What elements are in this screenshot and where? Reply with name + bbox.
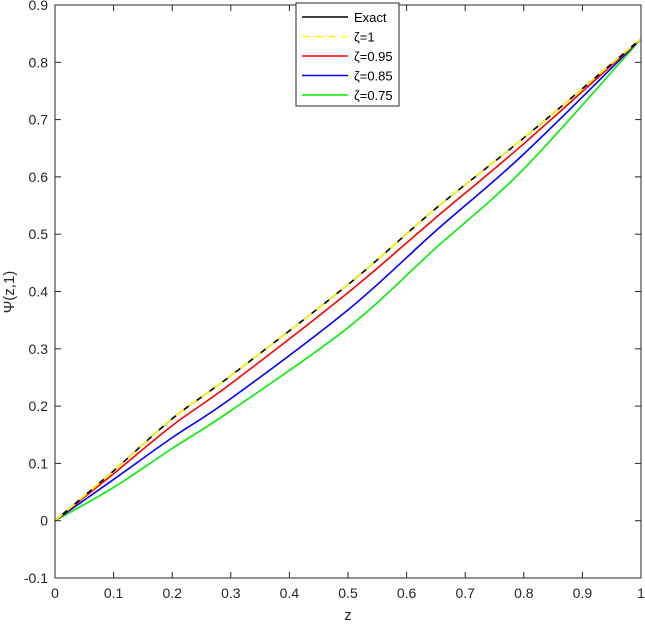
y-axis-label: Ψ(z,1) (1, 271, 18, 314)
y-tick-label: 0.5 (29, 226, 49, 242)
x-tick-label: 0.3 (221, 585, 241, 601)
series-line-3 (54, 38, 642, 522)
x-tick-label: 0.4 (280, 585, 300, 601)
x-tick-label: 0.8 (514, 585, 534, 601)
y-tick-label: 0.7 (29, 112, 49, 128)
axes: 0 0.1 0.2 0.3 0.4 0.5 0.6 0.7 0.8 0.9 1-0.100.10.2… (24, 0, 645, 601)
y-tick-label: 0.3 (29, 341, 49, 357)
x-tick-label: 0.6 (397, 585, 417, 601)
legend: Exact ζ=1 ζ=0.95 ζ=0.85 ζ=0.75 (295, 2, 400, 107)
x-tick-label: 0.7 (455, 585, 475, 601)
y-tick-label: 0 (40, 513, 48, 529)
x-axis-label: z (344, 607, 352, 624)
legend-label: Exact (354, 10, 387, 25)
x-tick-label: 0.2 (162, 585, 182, 601)
legend-label: ζ=0.95 (354, 49, 393, 64)
y-tick-label: -0.1 (24, 570, 48, 586)
y-tick-label: 0.1 (29, 455, 49, 471)
series-line-1 (54, 38, 642, 522)
x-tick-label: 0.1 (104, 585, 124, 601)
series-layer (54, 38, 642, 522)
series-line-4 (54, 38, 642, 522)
y-tick-label: 0.2 (29, 398, 49, 414)
y-tick-label: 0.9 (29, 0, 49, 13)
legend-box (295, 2, 400, 107)
series-line-2 (54, 38, 642, 522)
x-tick-label: 0.5 (338, 585, 358, 601)
legend-label: ζ=0.75 (354, 88, 393, 103)
legend-label: ζ=0.85 (354, 69, 393, 84)
y-tick-label: 0.4 (29, 284, 49, 300)
y-tick-label: 0.6 (29, 169, 49, 185)
y-tick-label: 0.8 (29, 54, 49, 70)
x-tick-label: 0 (51, 585, 59, 601)
x-tick-label: 1 (637, 585, 645, 601)
x-tick-label: 0.9 (573, 585, 593, 601)
legend-label: ζ=1 (354, 30, 375, 45)
